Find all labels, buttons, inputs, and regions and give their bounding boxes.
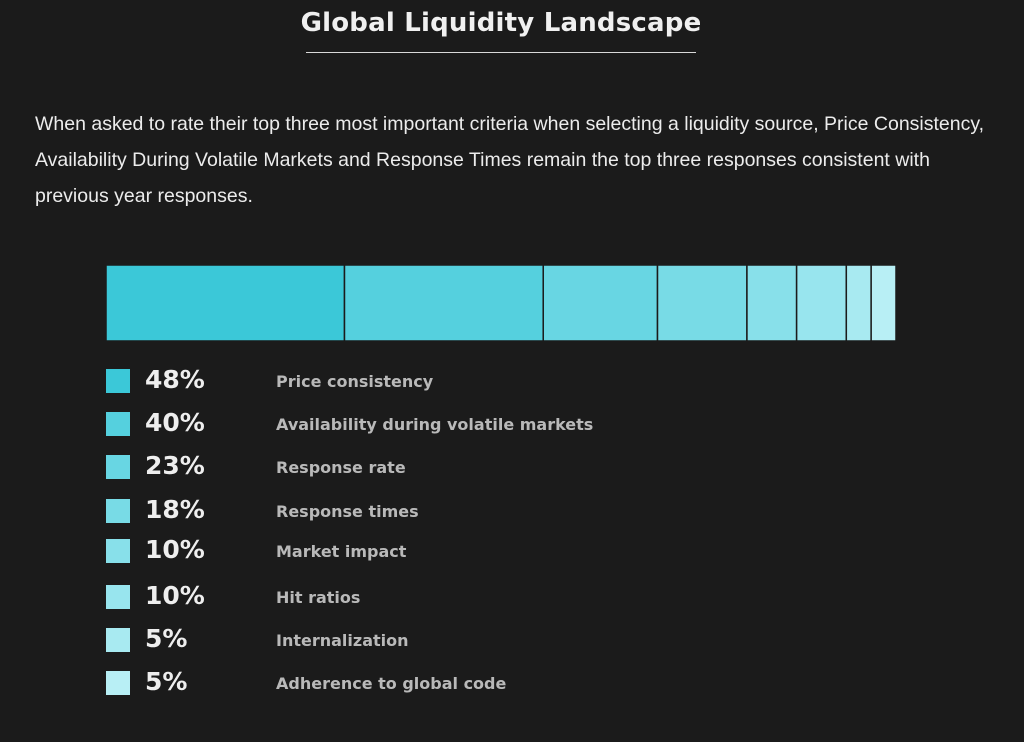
bar-segment-4	[656, 265, 748, 341]
stacked-bar-svg	[106, 265, 896, 341]
legend-swatch	[106, 628, 130, 652]
legend-label: Response rate	[276, 458, 406, 477]
legend-item: 5% Adherence to global code	[0, 667, 700, 699]
legend-label: Availability during volatile markets	[276, 415, 594, 434]
stacked-bar-chart	[106, 265, 896, 341]
legend-percent: 10%	[145, 581, 205, 610]
legend-swatch	[106, 671, 130, 695]
legend-percent: 10%	[145, 535, 205, 564]
legend-label: Hit ratios	[276, 588, 361, 607]
legend-item: 5% Internalization	[0, 624, 700, 656]
legend-label: Internalization	[276, 631, 409, 650]
legend-label: Market impact	[276, 542, 407, 561]
legend-label: Price consistency	[276, 372, 434, 391]
legend-percent: 48%	[145, 365, 205, 394]
bar-segment-1	[106, 265, 346, 341]
bar-segment-3	[542, 265, 659, 341]
legend-item: 18% Response times	[0, 495, 700, 527]
bar-segment-8	[870, 265, 896, 341]
legend-swatch	[106, 369, 130, 393]
legend-swatch	[106, 585, 130, 609]
legend-swatch	[106, 455, 130, 479]
bar-segment-7	[845, 265, 872, 341]
legend-item: 10% Hit ratios	[0, 581, 700, 613]
legend-label: Response times	[276, 502, 419, 521]
title-underline	[306, 52, 696, 53]
legend-label: Adherence to global code	[276, 674, 507, 693]
legend-swatch	[106, 412, 130, 436]
legend-percent: 5%	[145, 624, 188, 653]
legend-item: 23% Response rate	[0, 451, 700, 483]
legend-percent: 5%	[145, 667, 188, 696]
legend-item: 48% Price consistency	[0, 365, 700, 397]
legend-item: 10% Market impact	[0, 535, 700, 567]
legend-swatch	[106, 539, 130, 563]
legend-percent: 18%	[145, 495, 205, 524]
bar-segment-6	[795, 265, 848, 341]
bar-segment-5	[746, 265, 798, 341]
legend-item: 40% Availability during volatile markets	[0, 408, 700, 440]
legend-percent: 40%	[145, 408, 205, 437]
legend-swatch	[106, 499, 130, 523]
intro-paragraph: When asked to rate their top three most …	[35, 113, 985, 207]
legend-percent: 23%	[145, 451, 205, 480]
page-title: Global Liquidity Landscape	[300, 8, 702, 38]
bar-segment-2	[343, 265, 544, 341]
